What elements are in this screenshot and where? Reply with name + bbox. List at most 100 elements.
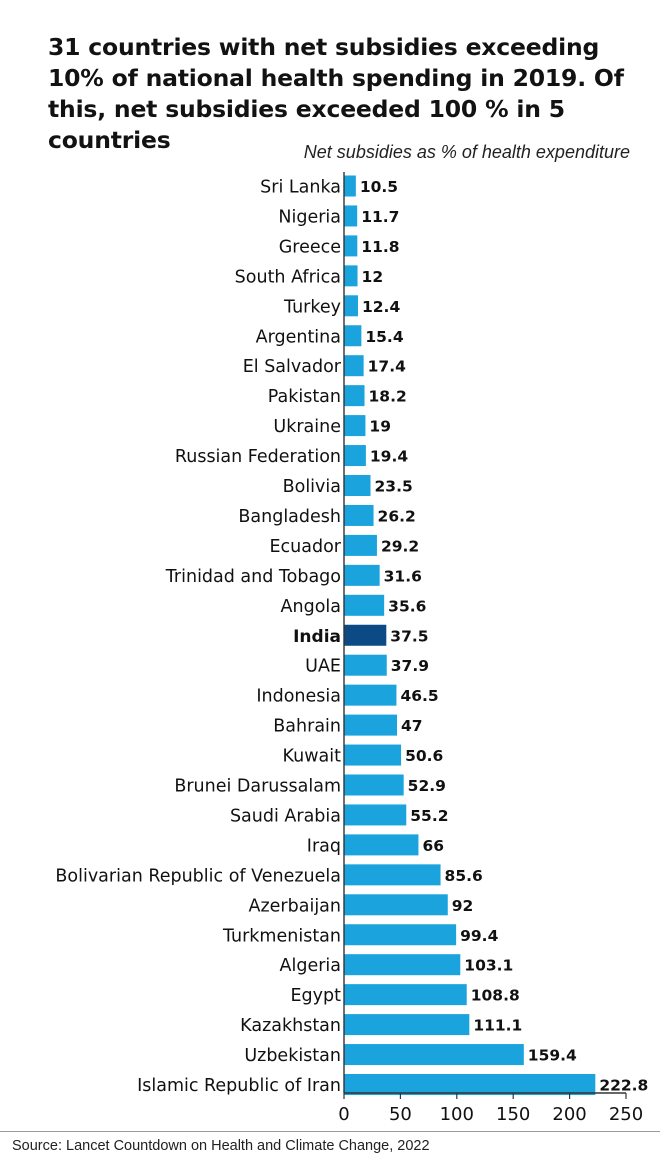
- bar-bolivarian-republic-of-venezuela: [344, 864, 441, 886]
- bar-egypt: [344, 984, 467, 1006]
- value-label-south-africa: 12: [362, 268, 384, 286]
- value-label-brunei-darussalam: 52.9: [408, 777, 446, 795]
- category-label-azerbaijan: Azerbaijan: [249, 896, 342, 916]
- bar-pakistan: [344, 385, 365, 407]
- value-label-ecuador: 29.2: [381, 537, 419, 555]
- bar-iraq: [344, 834, 419, 856]
- x-tick-label-50: 50: [389, 1104, 412, 1125]
- bars-layer: Sri Lanka 10.5 Nigeria 11.7 Greece 11.8 South …: [55, 175, 648, 1096]
- value-label-bangladesh: 26.2: [378, 507, 416, 525]
- value-label-saudi-arabia: 55.2: [410, 807, 448, 825]
- category-label-bolivarian-republic-of-venezuela: Bolivarian Republic of Venezuela: [55, 866, 341, 886]
- category-label-brunei-darussalam: Brunei Darussalam: [174, 777, 341, 797]
- bar-islamic-republic-of-iran: [344, 1074, 596, 1095]
- category-label-iraq: Iraq: [307, 836, 341, 856]
- category-label-ecuador: Ecuador: [269, 537, 341, 557]
- bar-algeria: [344, 954, 461, 976]
- category-label-russian-federation: Russian Federation: [175, 447, 341, 467]
- bar-russian-federation: [344, 445, 366, 467]
- value-label-bolivarian-republic-of-venezuela: 85.6: [445, 867, 483, 885]
- category-label-ukraine: Ukraine: [273, 417, 341, 437]
- category-label-argentina: Argentina: [256, 327, 341, 347]
- category-label-uae: UAE: [305, 657, 341, 677]
- bar-india: [344, 624, 387, 646]
- category-label-egypt: Egypt: [291, 986, 342, 1006]
- x-tick-label-150: 150: [496, 1104, 530, 1125]
- value-label-uae: 37.9: [391, 657, 429, 675]
- bar-kuwait: [344, 744, 402, 766]
- value-label-islamic-republic-of-iran: 222.8: [599, 1077, 648, 1095]
- category-label-bangladesh: Bangladesh: [238, 507, 341, 527]
- category-label-el-salvador: El Salvador: [243, 357, 342, 377]
- value-label-kuwait: 50.6: [405, 747, 443, 765]
- bar-bahrain: [344, 714, 398, 736]
- category-label-trinidad-and-tobago: Trinidad and Tobago: [165, 567, 341, 587]
- value-label-indonesia: 46.5: [400, 687, 438, 705]
- category-label-nigeria: Nigeria: [278, 207, 341, 227]
- bar-turkey: [344, 295, 358, 317]
- value-label-trinidad-and-tobago: 31.6: [384, 567, 422, 585]
- value-label-azerbaijan: 92: [452, 897, 474, 915]
- value-label-egypt: 108.8: [471, 987, 520, 1005]
- category-label-south-africa: South Africa: [235, 267, 341, 287]
- value-label-uzbekistan: 159.4: [528, 1047, 577, 1065]
- value-label-angola: 35.6: [388, 597, 426, 615]
- category-label-algeria: Algeria: [280, 956, 342, 976]
- category-label-kazakhstan: Kazakhstan: [240, 1016, 341, 1036]
- bar-indonesia: [344, 684, 397, 706]
- bar-ecuador: [344, 534, 377, 556]
- bar-greece: [344, 235, 358, 257]
- x-tick-label-250: 250: [609, 1104, 643, 1125]
- value-label-turkmenistan: 99.4: [460, 927, 498, 945]
- bar-argentina: [344, 325, 362, 347]
- category-label-sri-lanka: Sri Lanka: [260, 178, 341, 198]
- bar-bolivia: [344, 475, 371, 496]
- bar-kazakhstan: [344, 1014, 470, 1036]
- bar-chart: Sri Lanka 10.5 Nigeria 11.7 Greece 11.8 South …: [55, 172, 648, 1125]
- category-label-turkmenistan: Turkmenistan: [222, 926, 341, 946]
- source-note: Source: Lancet Countdown on Health and C…: [12, 1138, 430, 1154]
- category-label-bahrain: Bahrain: [273, 717, 341, 737]
- x-tick-label-0: 0: [338, 1104, 349, 1125]
- bar-uae: [344, 654, 387, 676]
- bar-ukraine: [344, 415, 366, 437]
- bar-saudi-arabia: [344, 804, 407, 826]
- value-label-greece: 11.8: [361, 238, 399, 256]
- bar-turkmenistan: [344, 924, 457, 946]
- x-tick-label-100: 100: [440, 1104, 474, 1125]
- bar-uzbekistan: [344, 1044, 524, 1066]
- category-label-angola: Angola: [281, 597, 341, 617]
- bar-el-salvador: [344, 355, 364, 377]
- category-label-bolivia: Bolivia: [283, 477, 341, 497]
- bar-sri-lanka: [344, 175, 356, 197]
- value-label-sri-lanka: 10.5: [360, 178, 398, 196]
- bar-bangladesh: [344, 504, 374, 526]
- chart-title: 31 countries with net subsidies exceedin…: [48, 33, 624, 154]
- bar-angola: [344, 594, 385, 616]
- value-label-bolivia: 23.5: [375, 478, 413, 496]
- value-label-kazakhstan: 111.1: [473, 1017, 522, 1035]
- axis-caption: Net subsidies as % of health expenditure: [303, 142, 630, 162]
- bar-trinidad-and-tobago: [344, 564, 380, 586]
- category-label-saudi-arabia: Saudi Arabia: [230, 806, 341, 826]
- value-label-turkey: 12.4: [362, 298, 400, 316]
- footer-divider: [0, 1131, 660, 1132]
- category-label-kuwait: Kuwait: [283, 747, 342, 767]
- category-label-india: India: [293, 627, 341, 647]
- bar-nigeria: [344, 205, 358, 227]
- category-label-uzbekistan: Uzbekistan: [244, 1046, 341, 1066]
- value-label-bahrain: 47: [401, 717, 423, 735]
- value-label-russian-federation: 19.4: [370, 448, 408, 466]
- value-label-india: 37.5: [390, 627, 428, 645]
- value-label-nigeria: 11.7: [361, 208, 399, 226]
- category-label-islamic-republic-of-iran: Islamic Republic of Iran: [137, 1076, 341, 1096]
- category-label-turkey: Turkey: [283, 297, 341, 317]
- category-label-indonesia: Indonesia: [256, 687, 341, 707]
- value-label-iraq: 66: [422, 837, 444, 855]
- bar-azerbaijan: [344, 894, 448, 916]
- x-tick-label-200: 200: [552, 1104, 586, 1125]
- value-label-el-salvador: 17.4: [368, 358, 406, 376]
- value-label-pakistan: 18.2: [369, 388, 407, 406]
- category-label-pakistan: Pakistan: [268, 387, 341, 407]
- bar-south-africa: [344, 265, 358, 287]
